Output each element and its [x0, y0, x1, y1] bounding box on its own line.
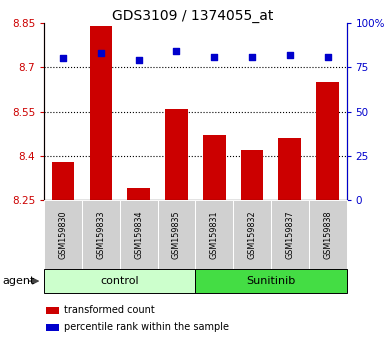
Bar [203, 135, 226, 200]
Point [98, 50, 104, 56]
Bar [52, 162, 75, 200]
Text: percentile rank within the sample: percentile rank within the sample [64, 322, 229, 332]
Point [211, 54, 218, 59]
Text: GSM159835: GSM159835 [172, 210, 181, 259]
Text: agent: agent [2, 276, 34, 286]
Text: GSM159834: GSM159834 [134, 210, 143, 259]
Bar [127, 188, 150, 200]
Text: transformed count: transformed count [64, 306, 155, 315]
Text: GSM159830: GSM159830 [59, 210, 68, 259]
Text: GSM159831: GSM159831 [210, 210, 219, 259]
Bar [165, 109, 188, 200]
Text: GSM159837: GSM159837 [285, 210, 295, 259]
Bar [90, 26, 112, 200]
Bar [316, 82, 339, 200]
Point [60, 56, 66, 61]
Text: GSM159838: GSM159838 [323, 210, 332, 259]
Text: GSM159833: GSM159833 [96, 210, 105, 259]
Point [249, 54, 255, 59]
Text: GDS3109 / 1374055_at: GDS3109 / 1374055_at [112, 9, 273, 23]
Text: GSM159832: GSM159832 [248, 210, 256, 259]
Point [136, 57, 142, 63]
Bar [241, 150, 263, 200]
Text: control: control [100, 276, 139, 286]
Bar [278, 138, 301, 200]
Point [325, 54, 331, 59]
Text: Sunitinib: Sunitinib [246, 276, 296, 286]
Point [173, 48, 179, 54]
Point [287, 52, 293, 58]
